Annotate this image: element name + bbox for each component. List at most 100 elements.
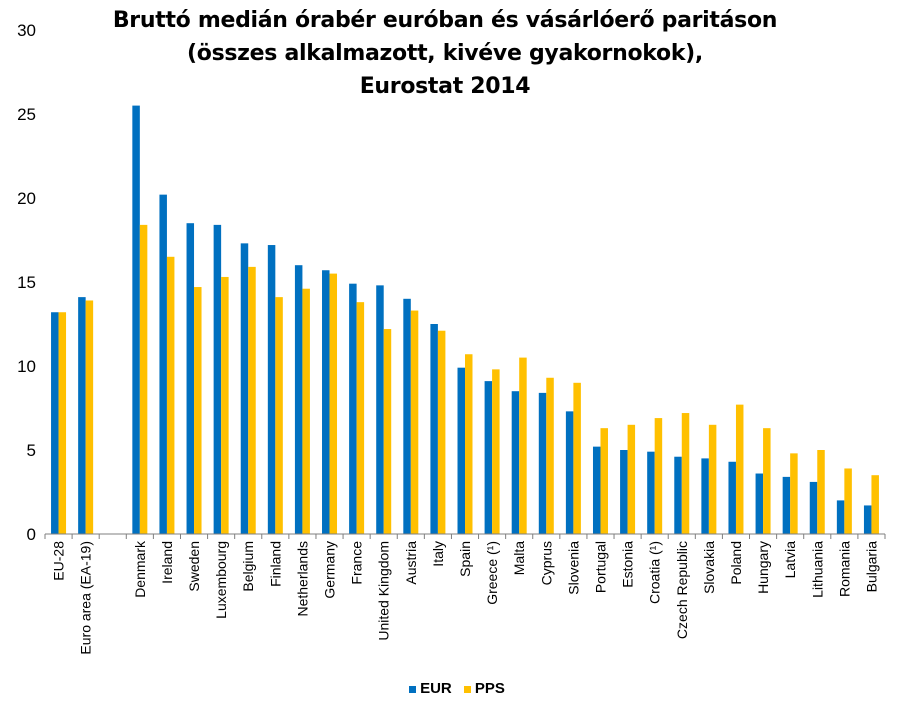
bar-eur <box>213 224 222 534</box>
bar-pps <box>356 302 365 534</box>
bar-pps <box>573 382 581 534</box>
legend-item-eur: EUR <box>409 680 452 697</box>
bar-eur <box>159 194 167 534</box>
x-tick-label: United Kingdom <box>376 541 392 641</box>
legend-label-eur: EUR <box>420 680 452 697</box>
y-tick-label: 15 <box>17 273 36 292</box>
bar-eur <box>240 243 249 535</box>
x-tick-label: Belgium <box>240 541 256 592</box>
bar-eur <box>457 367 465 534</box>
x-tick-label: Spain <box>457 541 473 577</box>
bar-pps <box>329 273 338 534</box>
x-axis-labels: EU-28 Euro area (EA-19) Denmark Ireland Swed… <box>51 540 880 655</box>
bar-pps <box>519 357 527 534</box>
bar-pps <box>844 468 852 534</box>
x-tick-label: Greece (¹) <box>484 541 500 605</box>
bar-pps <box>465 354 473 534</box>
bar-eur <box>484 381 493 534</box>
bar-eur <box>674 456 682 534</box>
bar-eur <box>267 245 276 535</box>
x-tick-label: Hungary <box>755 541 771 594</box>
x-tick-label: Germany <box>322 541 338 599</box>
x-tick-label: Denmark <box>132 540 148 598</box>
chart-title-line-2: (összes alkalmazott, kivéve gyakornokok)… <box>187 41 703 66</box>
bar-eur <box>403 298 411 534</box>
x-tick-label: France <box>349 541 365 585</box>
legend-swatch-eur <box>409 685 417 693</box>
x-tick-label: Luxembourg <box>213 541 229 619</box>
bar-pps <box>790 453 798 534</box>
bar-pps <box>763 428 771 534</box>
y-tick-label: 30 <box>17 21 36 40</box>
bar-pps <box>627 424 636 534</box>
x-tick-label: Poland <box>728 541 744 585</box>
bar-eur <box>186 223 195 534</box>
x-tick-label: Bulgaria <box>863 541 879 593</box>
legend-label-pps: PPS <box>474 680 505 697</box>
y-tick-label: 10 <box>17 357 36 376</box>
bar-eur <box>132 105 140 534</box>
x-tick-label: Croatia (¹) <box>647 541 663 604</box>
x-tick-label: Austria <box>403 541 419 585</box>
bar-pps <box>248 266 256 534</box>
x-tick-label: Cyprus <box>538 541 554 585</box>
bar-pps <box>492 369 500 534</box>
bar-eur <box>592 446 601 534</box>
bar-pps <box>166 256 175 534</box>
bar-eur <box>322 270 330 534</box>
bar-eur <box>78 297 86 534</box>
bar-eur <box>430 324 438 534</box>
chart-title-line-3: Eurostat 2014 <box>359 74 531 99</box>
bar-eur <box>538 392 547 534</box>
x-tick-label: EU-28 <box>51 541 67 581</box>
bar-eur <box>836 500 845 534</box>
bar-pps <box>817 450 825 534</box>
bar-pps <box>383 329 392 534</box>
bar-eur <box>728 461 736 534</box>
y-tick-label: 5 <box>27 441 36 460</box>
x-tick-label: Latvia <box>782 541 798 579</box>
bar-pps <box>221 276 229 534</box>
y-tick-label: 20 <box>17 189 36 208</box>
bar-eur <box>755 473 764 534</box>
x-tick-label: Sweden <box>186 541 202 592</box>
bar-pps <box>708 424 717 534</box>
bar-pps <box>735 404 744 534</box>
bar-eur <box>647 451 655 534</box>
bars <box>51 105 879 535</box>
bar-eur <box>51 312 59 534</box>
bar-eur <box>701 458 709 534</box>
y-tick-label: 25 <box>17 105 36 124</box>
x-tick-label: Malta <box>511 541 527 575</box>
bar-eur <box>511 391 520 534</box>
bar-pps <box>681 413 690 534</box>
x-tick-label: Euro area (EA-19) <box>78 541 94 655</box>
x-tick-label: Ireland <box>159 541 175 584</box>
bar-pps <box>654 418 663 534</box>
bar-pps <box>275 297 283 534</box>
x-tick-label: Netherlands <box>294 541 310 617</box>
legend: EUR PPS <box>0 680 914 697</box>
x-tick-label: Czech Republic <box>674 541 690 639</box>
bar-pps <box>871 475 879 534</box>
bar-pps <box>139 224 148 534</box>
bar-pps <box>437 330 446 534</box>
x-tick-label: Slovakia <box>701 541 717 594</box>
bar-pps <box>410 310 419 534</box>
bar-pps <box>600 428 608 534</box>
x-tick-label: Slovenia <box>565 541 581 595</box>
x-tick-label: Finland <box>267 541 283 587</box>
bar-pps <box>546 377 554 534</box>
bar-eur <box>294 265 303 534</box>
bar-pps <box>194 287 202 534</box>
bar-eur <box>809 481 818 534</box>
y-tick-label: 0 <box>27 525 36 544</box>
bar-eur <box>620 450 628 534</box>
bar-eur <box>349 283 357 534</box>
x-tick-label: Italy <box>430 541 446 567</box>
y-axis-ticks: 0 5 10 15 20 25 30 <box>17 21 36 544</box>
legend-swatch-pps <box>463 685 471 693</box>
chart-title-line-1: Bruttó medián órabér euróban és vásárlóe… <box>112 8 778 33</box>
